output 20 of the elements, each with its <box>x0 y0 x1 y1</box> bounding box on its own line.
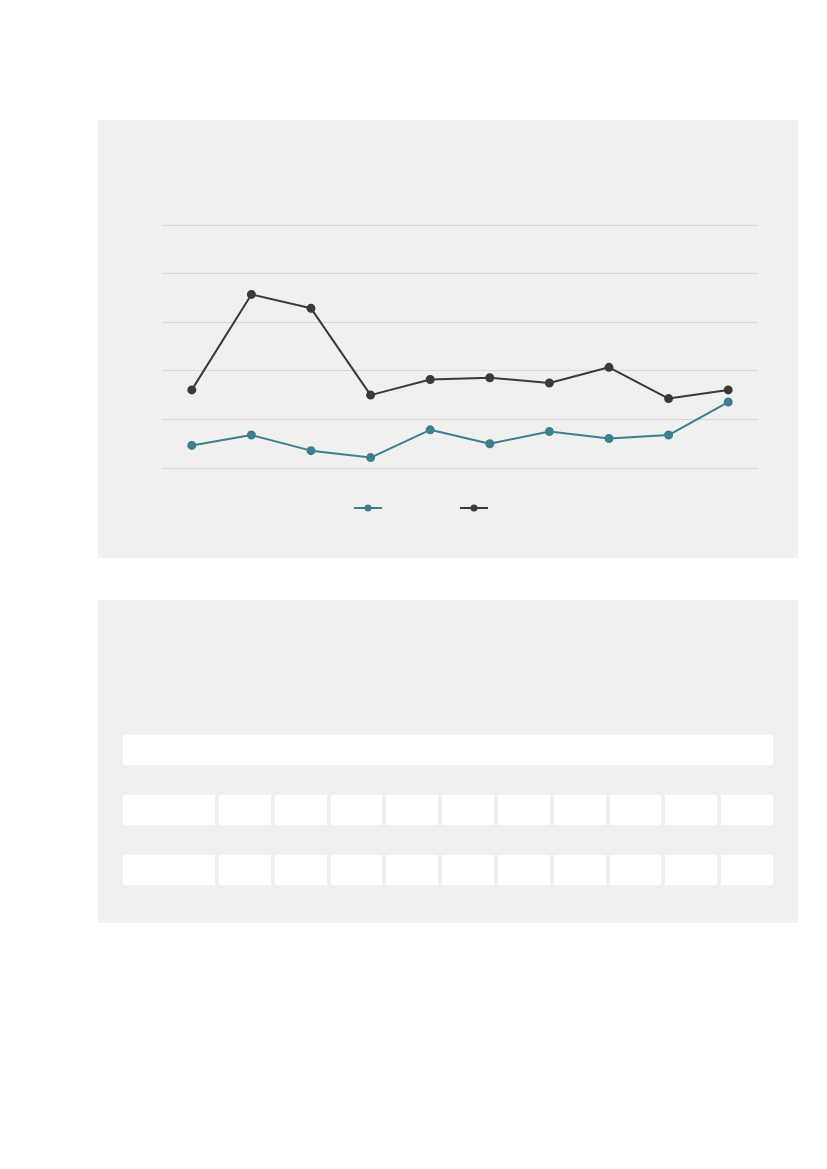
point <box>425 374 435 384</box>
point <box>366 390 376 400</box>
point <box>306 303 316 313</box>
point <box>425 425 435 435</box>
point <box>485 373 495 383</box>
point <box>246 430 256 440</box>
point <box>544 427 554 437</box>
point <box>544 378 554 388</box>
point <box>187 440 197 450</box>
point <box>366 453 376 463</box>
point <box>187 385 197 395</box>
point <box>604 362 614 372</box>
point <box>723 385 733 395</box>
point <box>306 446 316 456</box>
point <box>664 394 674 404</box>
point <box>604 433 614 443</box>
point <box>246 289 256 299</box>
point <box>485 439 495 449</box>
point <box>664 430 674 440</box>
point <box>723 397 733 407</box>
